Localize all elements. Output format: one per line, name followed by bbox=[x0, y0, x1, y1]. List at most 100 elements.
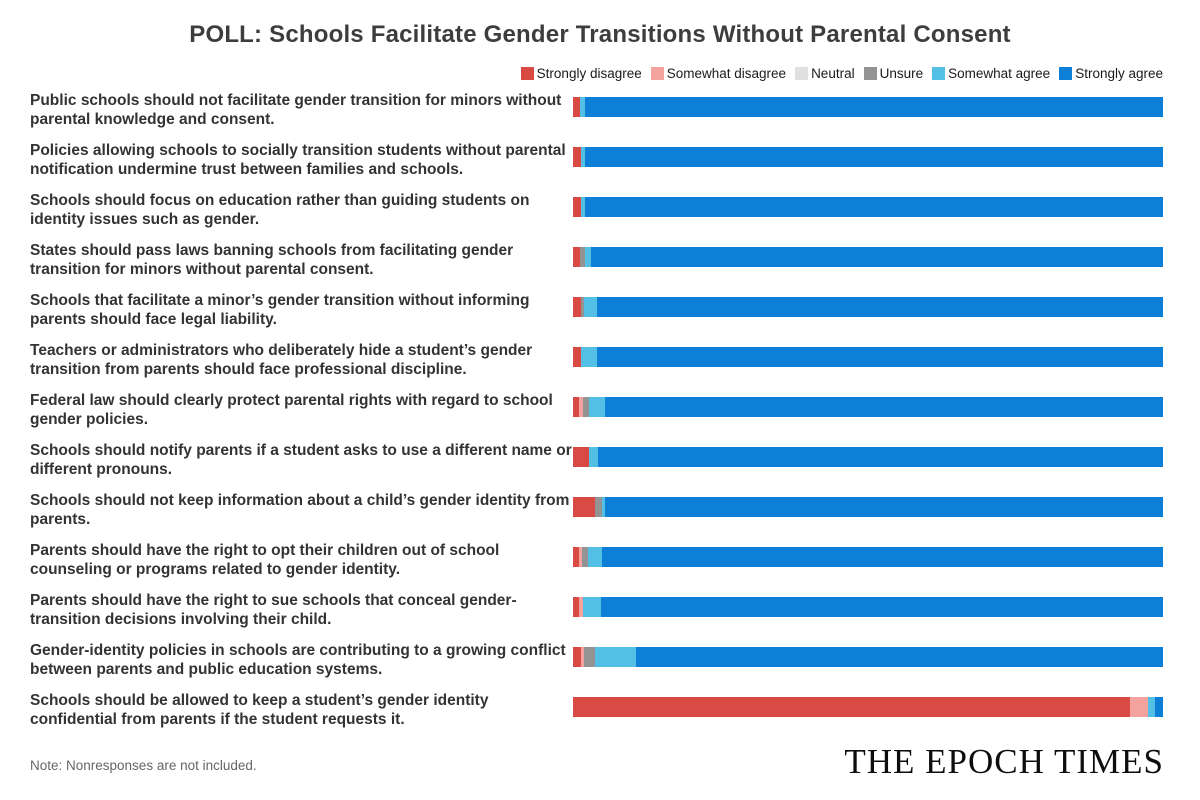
bar-segment-strongly-agree bbox=[604, 397, 1163, 417]
statement-rows: Public schools should not facilitate gen… bbox=[30, 90, 1163, 740]
bar-segment-somewhat-agree bbox=[601, 497, 605, 517]
bar-segment-strongly-disagree bbox=[573, 147, 581, 167]
bar-segment-somewhat-agree bbox=[583, 597, 601, 617]
bar-segment-strongly-agree bbox=[602, 547, 1163, 567]
bar-segment-strongly-disagree bbox=[573, 197, 581, 217]
legend-swatch-neutral bbox=[795, 67, 809, 80]
bar-segment-somewhat-agree bbox=[588, 447, 598, 467]
stacked-bar bbox=[573, 497, 1163, 517]
statement-row: Schools should not keep information abou… bbox=[30, 490, 1163, 540]
bar-segment-somewhat-agree bbox=[584, 297, 597, 317]
statement-label: Schools should focus on education rather… bbox=[30, 192, 530, 228]
bar-segment-strongly-agree bbox=[585, 147, 1163, 167]
bar-segment-strongly-disagree bbox=[573, 597, 579, 617]
bar-segment-unsure bbox=[581, 297, 585, 317]
bar-segment-unsure bbox=[581, 547, 588, 567]
statement-row: Gender-identity policies in schools are … bbox=[30, 640, 1163, 690]
legend-item: Strongly agree bbox=[1059, 66, 1163, 81]
statement-label: Policies allowing schools to socially tr… bbox=[30, 142, 566, 178]
statement-row: Schools should notify parents if a stude… bbox=[30, 440, 1163, 490]
stacked-bar bbox=[573, 147, 1163, 167]
bar-segment-strongly-agree bbox=[596, 297, 1163, 317]
stacked-bar bbox=[573, 447, 1163, 467]
bar-segment-somewhat-disagree bbox=[581, 647, 585, 667]
bar-segment-somewhat-disagree bbox=[578, 397, 584, 417]
bar-segment-somewhat-agree bbox=[1147, 697, 1155, 717]
bar-segment-strongly-agree bbox=[590, 247, 1163, 267]
bar-segment-somewhat-agree bbox=[588, 397, 605, 417]
stacked-bar bbox=[573, 247, 1163, 267]
bar-segment-somewhat-agree bbox=[580, 147, 586, 167]
bar-segment-unsure bbox=[583, 397, 589, 417]
bar-segment-strongly-disagree bbox=[573, 497, 595, 517]
bar-segment-strongly-agree bbox=[596, 347, 1163, 367]
stacked-bar bbox=[573, 697, 1163, 717]
statement-label: Schools should not keep information abou… bbox=[30, 492, 570, 528]
statement-row: Parents should have the right to opt the… bbox=[30, 540, 1163, 590]
stacked-bar bbox=[573, 97, 1163, 117]
statement-row: Public schools should not facilitate gen… bbox=[30, 90, 1163, 140]
bar-segment-somewhat-disagree bbox=[578, 547, 582, 567]
legend-label: Strongly disagree bbox=[536, 66, 642, 81]
legend-swatch-unsure bbox=[863, 67, 877, 80]
bar-segment-strongly-agree bbox=[635, 647, 1163, 667]
legend-label: Neutral bbox=[811, 66, 855, 81]
bar-segment-strongly-disagree bbox=[573, 347, 582, 367]
epoch-times-logo: THE EPOCH TIMES bbox=[844, 742, 1164, 781]
bar-segment-unsure bbox=[580, 247, 586, 267]
chart-title: POLL: Schools Facilitate Gender Transiti… bbox=[189, 21, 1011, 48]
bar-segment-strongly-agree bbox=[604, 497, 1163, 517]
statement-label: Schools should be allowed to keep a stud… bbox=[30, 692, 489, 728]
bar-segment-somewhat-agree bbox=[580, 97, 585, 117]
statement-label: Teachers or administrators who deliberat… bbox=[30, 342, 533, 378]
legend-label: Somewhat agree bbox=[948, 66, 1051, 81]
statement-label: Federal law should clearly protect paren… bbox=[30, 392, 553, 428]
bar-segment-strongly-agree bbox=[1154, 697, 1163, 717]
stacked-bar bbox=[573, 297, 1163, 317]
bar-segment-strongly-disagree bbox=[573, 447, 589, 467]
stacked-bar bbox=[573, 647, 1163, 667]
bar-segment-strongly-disagree bbox=[573, 297, 582, 317]
bar-segment-strongly-agree bbox=[584, 97, 1163, 117]
legend-item: Strongly disagree bbox=[520, 66, 642, 81]
bar-segment-strongly-disagree bbox=[573, 97, 581, 117]
stacked-bar bbox=[573, 397, 1163, 417]
bar-segment-somewhat-disagree bbox=[578, 597, 584, 617]
statement-label: Schools that facilitate a minor’s gender… bbox=[30, 292, 530, 328]
legend-label: Somewhat disagree bbox=[666, 66, 787, 81]
bar-segment-strongly-disagree bbox=[573, 547, 579, 567]
stacked-bar bbox=[573, 197, 1163, 217]
statement-row: Teachers or administrators who deliberat… bbox=[30, 340, 1163, 390]
statement-label: Schools should notify parents if a stude… bbox=[30, 442, 572, 478]
legend-swatch-strongly-disagree bbox=[520, 67, 534, 80]
bar-segment-strongly-disagree bbox=[573, 647, 582, 667]
bar-segment-strongly-disagree bbox=[573, 697, 1130, 717]
statement-label: Parents should have the right to sue sch… bbox=[30, 592, 517, 628]
bar-segment-strongly-agree bbox=[597, 447, 1163, 467]
statement-row: States should pass laws banning schools … bbox=[30, 240, 1163, 290]
stacked-bar bbox=[573, 347, 1163, 367]
bar-segment-somewhat-agree bbox=[585, 247, 591, 267]
legend-label: Strongly agree bbox=[1075, 66, 1163, 81]
bar-segment-strongly-disagree bbox=[573, 397, 579, 417]
bar-segment-somewhat-agree bbox=[587, 547, 603, 567]
statement-row: Parents should have the right to sue sch… bbox=[30, 590, 1163, 640]
bar-segment-strongly-disagree bbox=[573, 247, 581, 267]
legend: Strongly disagree Somewhat disagree Neut… bbox=[520, 66, 1163, 81]
statement-row: Federal law should clearly protect paren… bbox=[30, 390, 1163, 440]
bar-segment-unsure bbox=[594, 497, 602, 517]
legend-item: Somewhat disagree bbox=[650, 66, 787, 81]
bar-segment-somewhat-agree bbox=[581, 347, 597, 367]
legend-swatch-somewhat-agree bbox=[932, 67, 946, 80]
stacked-bar bbox=[573, 597, 1163, 617]
bar-segment-somewhat-disagree bbox=[1129, 697, 1148, 717]
legend-swatch-somewhat-disagree bbox=[650, 67, 664, 80]
footnote: Note: Nonresponses are not included. bbox=[30, 758, 257, 773]
legend-item: Neutral bbox=[795, 66, 855, 81]
legend-item: Unsure bbox=[863, 66, 923, 81]
statement-row: Schools should focus on education rather… bbox=[30, 190, 1163, 240]
statement-label: States should pass laws banning schools … bbox=[30, 242, 514, 278]
bar-segment-strongly-agree bbox=[584, 197, 1163, 217]
statement-label: Gender-identity policies in schools are … bbox=[30, 642, 566, 678]
